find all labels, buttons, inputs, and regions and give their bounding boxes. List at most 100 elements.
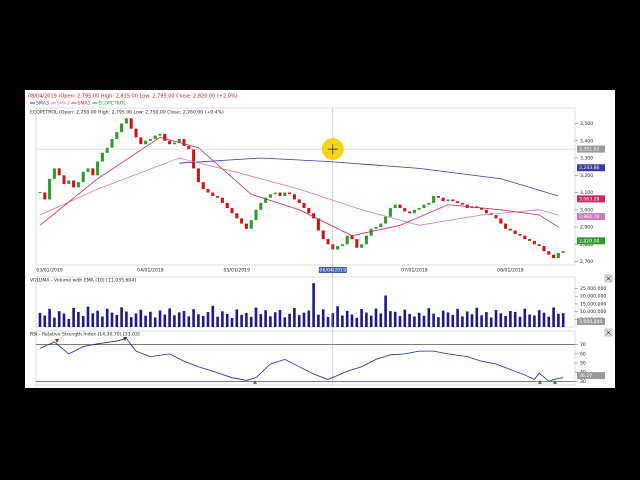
volume-bar xyxy=(211,305,215,327)
volume-bar xyxy=(379,313,383,327)
line-series xyxy=(39,337,564,382)
candle xyxy=(240,218,244,224)
close-rsi-pane[interactable] xyxy=(604,328,613,337)
candle xyxy=(355,239,359,248)
candle xyxy=(528,239,532,241)
legend-label: SMA3 xyxy=(36,101,49,107)
candle xyxy=(432,195,436,203)
axis-marker-label: 3,600,846 xyxy=(579,319,602,325)
volume-bar xyxy=(81,316,85,327)
candle xyxy=(384,216,388,224)
y-tick-label: 2,800 xyxy=(580,242,593,248)
candle xyxy=(350,235,354,240)
candle xyxy=(192,149,196,169)
volume-bar xyxy=(528,314,531,327)
volume-bar xyxy=(360,309,363,327)
volume-bar xyxy=(537,310,541,327)
quote-header: 08/04/2019 (Open: 2,795.00 High: 2,835.0… xyxy=(28,94,238,100)
volume-bar xyxy=(72,307,75,327)
volume-bar xyxy=(149,311,152,327)
x-tick-label: 08/01/2019 xyxy=(497,268,524,274)
volume-bar xyxy=(235,309,239,327)
volume-bar xyxy=(249,316,253,327)
candle xyxy=(508,228,512,231)
candle xyxy=(312,213,316,219)
y-tick-label: 2,900 xyxy=(580,225,593,231)
candle xyxy=(225,202,229,209)
candle xyxy=(446,199,450,202)
volume-bar xyxy=(413,316,416,327)
candle xyxy=(408,211,412,214)
volume-bar xyxy=(67,319,71,327)
volume-bar xyxy=(225,313,229,327)
y-tick-label: 3,100 xyxy=(580,190,593,196)
candle xyxy=(273,192,277,195)
volume-bar xyxy=(57,311,61,327)
volume-bar xyxy=(542,312,546,327)
candle xyxy=(124,118,128,124)
volume-bar xyxy=(134,313,138,327)
candle xyxy=(422,204,426,209)
candle xyxy=(556,252,560,259)
volume-bar xyxy=(77,311,80,327)
candle xyxy=(484,209,488,214)
volume-bar xyxy=(523,308,527,327)
volume-bar xyxy=(446,312,450,327)
candle xyxy=(552,254,556,259)
x-tick-label: 07/01/2019 xyxy=(401,268,428,274)
axis-marker xyxy=(577,145,605,153)
candle xyxy=(115,132,119,140)
y-tick-label: 3,400 xyxy=(580,138,593,144)
volume-bar xyxy=(437,317,440,327)
candle xyxy=(235,213,239,219)
candle xyxy=(499,218,503,224)
candle xyxy=(436,195,440,198)
volume-bar xyxy=(269,316,272,327)
chart-window xyxy=(25,90,615,388)
candle xyxy=(163,133,167,141)
volume-pane xyxy=(35,276,576,328)
volume-bar xyxy=(139,309,143,327)
candle xyxy=(139,137,143,145)
candle xyxy=(417,208,421,210)
axis-marker-label: 2,960.70 xyxy=(579,214,600,220)
volume-bar xyxy=(278,309,282,327)
candle xyxy=(81,171,85,183)
volume-bar xyxy=(101,316,104,327)
volume-bar xyxy=(350,314,354,327)
y-tick-label: 25,000,000 xyxy=(580,286,606,292)
y-tick-label: 3,200 xyxy=(580,173,593,179)
candle xyxy=(259,202,263,210)
legend-label: SMA1 xyxy=(78,101,91,107)
candle xyxy=(172,142,176,145)
candle xyxy=(211,192,215,196)
candle xyxy=(504,223,508,229)
candle xyxy=(144,140,148,145)
candle xyxy=(96,161,100,176)
volume-bar xyxy=(465,311,469,327)
y-tick-label: 50 xyxy=(580,361,586,367)
rsi-pane xyxy=(35,330,576,386)
candle xyxy=(120,123,124,133)
line-series xyxy=(39,136,559,237)
volume-bar xyxy=(283,317,287,327)
volume-bar xyxy=(417,312,421,327)
volume-bar xyxy=(110,312,114,327)
candle xyxy=(57,168,61,176)
volume-bar xyxy=(86,306,90,327)
close-volume-pane[interactable] xyxy=(604,274,613,283)
volume-bar xyxy=(374,308,378,327)
volume-bar xyxy=(192,309,195,327)
volume-bar xyxy=(547,316,551,327)
volume-bar xyxy=(221,311,224,327)
volume-bar xyxy=(422,315,426,327)
candle xyxy=(76,182,80,188)
volume-bar xyxy=(163,314,167,327)
candle xyxy=(148,139,152,141)
volume-bar xyxy=(533,315,536,327)
volume-bar xyxy=(393,311,397,327)
y-tick-label: 10,000,000 xyxy=(580,309,606,315)
candle xyxy=(43,192,47,200)
volume-bar xyxy=(206,312,210,327)
